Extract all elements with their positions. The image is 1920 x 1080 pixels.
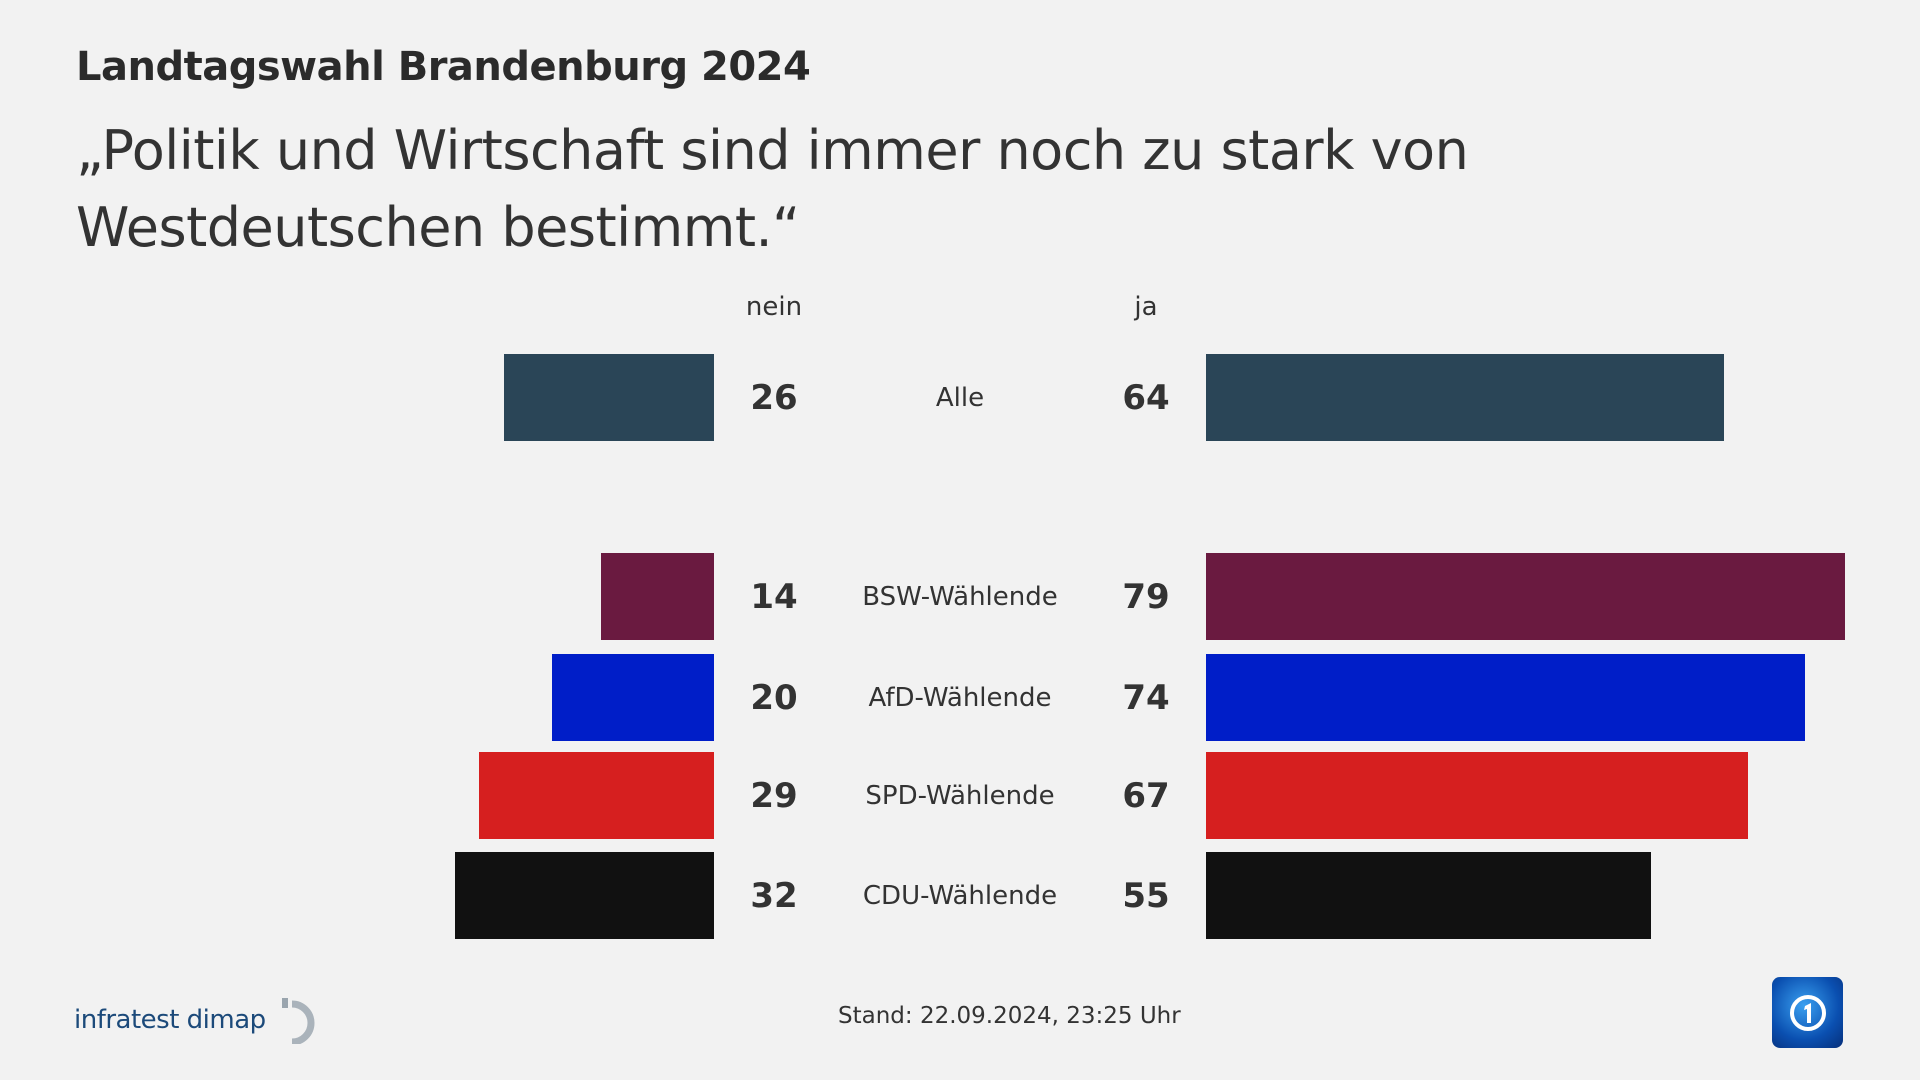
bar-nein-2: [552, 654, 714, 741]
bar-ja-2: [1206, 654, 1805, 741]
chart-title: Landtagswahl Brandenburg 2024: [76, 44, 811, 90]
infratest-dimap-icon: [281, 998, 315, 1044]
value-nein: 29: [750, 775, 798, 816]
value-ja: 67: [1122, 775, 1170, 816]
bar-nein-0: [503, 354, 714, 441]
ard-one-icon: [1789, 994, 1826, 1031]
value-ja: 74: [1122, 677, 1170, 718]
bar-ja-4: [1206, 852, 1651, 939]
column-header-nein: nein: [745, 292, 803, 322]
bar-ja-0: [1206, 354, 1724, 441]
chart-subtitle: „Politik und Wirtschaft sind immer noch …: [76, 119, 1469, 259]
value-nein: 14: [750, 576, 798, 617]
value-ja: 79: [1122, 576, 1170, 617]
category-label: SPD-Wählende: [865, 780, 1055, 811]
bar-nein-1: [600, 553, 714, 640]
category-label: CDU-Wählende: [862, 880, 1058, 911]
category-label: BSW-Wählende: [862, 581, 1058, 612]
timestamp: Stand: 22.09.2024, 23:25 Uhr: [838, 1003, 1181, 1029]
infratest-dimap-wordmark: infratest dimap: [74, 1005, 266, 1035]
value-ja: 64: [1122, 377, 1170, 418]
ard-logo: [1772, 977, 1843, 1048]
category-label: AfD-Wählende: [868, 682, 1052, 713]
category-label: Alle: [935, 382, 985, 413]
bar-nein-3: [479, 752, 714, 839]
value-nein: 20: [750, 677, 798, 718]
value-ja: 55: [1122, 875, 1170, 916]
bar-nein-4: [455, 852, 714, 939]
value-nein: 26: [750, 377, 798, 418]
column-header-ja: ja: [1134, 292, 1158, 322]
value-nein: 32: [750, 875, 798, 916]
bar-ja-3: [1206, 752, 1749, 839]
infratest-dimap-logo: infratest dimap: [74, 996, 326, 1044]
bar-ja-1: [1206, 553, 1846, 640]
